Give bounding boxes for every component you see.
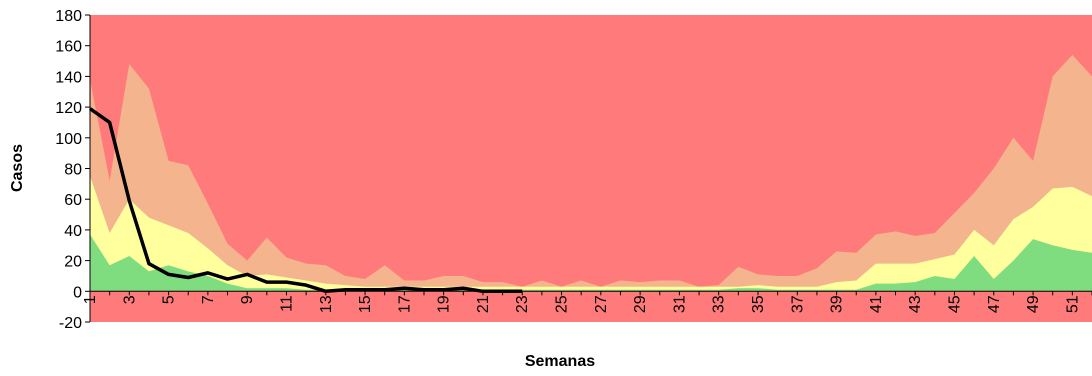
x-tick-label: 39 xyxy=(829,295,846,313)
x-tick-label: 3 xyxy=(121,295,138,304)
y-tick-label: 140 xyxy=(55,69,82,86)
y-tick-label: 160 xyxy=(55,39,82,56)
x-tick-label: 41 xyxy=(868,295,885,313)
y-tick-label: 180 xyxy=(55,8,82,25)
x-tick-label: 29 xyxy=(632,295,649,313)
x-tick-label: 13 xyxy=(318,295,335,313)
y-tick-label: 100 xyxy=(55,131,82,148)
x-tick-label: 7 xyxy=(200,295,217,304)
y-tick-label: -20 xyxy=(59,315,82,332)
x-tick-label: 11 xyxy=(278,295,295,312)
cases-series-line xyxy=(88,107,523,294)
x-tick-label: 27 xyxy=(593,295,610,313)
x-axis: 1 3 5 7 9 11 13 15 17 19 21 23 25 27 29 31 33 35 37 39 41 43 4… xyxy=(82,291,1092,313)
x-tick-label: 9 xyxy=(239,295,256,304)
x-tick-label: 37 xyxy=(789,295,806,313)
x-tick-label: 5 xyxy=(161,295,178,304)
x-tick-label: 45 xyxy=(946,295,963,313)
y-tick-label: 80 xyxy=(64,162,82,179)
y-tick-label: 60 xyxy=(64,192,82,209)
x-tick-label: 21 xyxy=(475,295,492,313)
x-tick-label: 31 xyxy=(671,295,688,313)
y-tick-label: 20 xyxy=(64,254,82,271)
x-axis-title: Semanas xyxy=(525,353,595,370)
y-tick-label: 0 xyxy=(73,284,82,301)
y-axis: -20 0 20 40 60 80 100 120 140 160 180 xyxy=(55,8,91,332)
y-tick-label: 40 xyxy=(64,223,82,240)
x-tick-label: 23 xyxy=(514,295,531,313)
x-tick-label: 17 xyxy=(396,295,413,313)
x-tick-label: 25 xyxy=(554,295,571,313)
plot-area xyxy=(88,15,1092,322)
success-zone-area xyxy=(90,234,1092,292)
x-tick-label: 43 xyxy=(907,295,924,313)
x-tick-label: 15 xyxy=(357,295,374,313)
x-tick-label: 51 xyxy=(1064,295,1081,313)
x-tick-label: 33 xyxy=(711,295,728,313)
x-tick-label: 1 xyxy=(82,295,99,304)
x-tick-label: 47 xyxy=(986,295,1003,313)
y-tick-label: 120 xyxy=(55,100,82,117)
x-tick-label: 49 xyxy=(1025,295,1042,313)
x-tick-label: 35 xyxy=(750,295,767,313)
x-tick-label: 19 xyxy=(436,295,453,313)
y-axis-title: Casos xyxy=(9,144,26,192)
